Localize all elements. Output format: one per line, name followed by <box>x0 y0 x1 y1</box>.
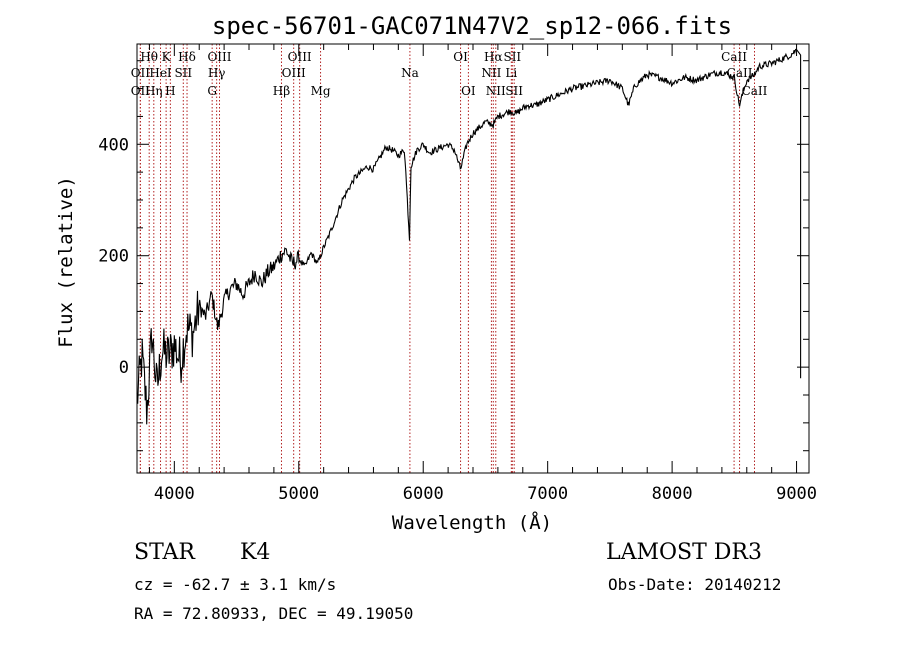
line-marker-label-12: Hβ <box>273 84 290 98</box>
line-markers <box>139 44 755 473</box>
y-axis-ticks: 0 200 400 <box>98 60 809 452</box>
line-marker-label-0: OII <box>131 66 151 80</box>
object-type: STAR <box>134 540 195 565</box>
spectrum-line <box>136 48 802 425</box>
line-marker-label-3: HeI <box>149 66 172 80</box>
x-tick-label-1: 5000 <box>278 484 319 504</box>
x-tick-label-4: 8000 <box>652 484 693 504</box>
x-tick-label-3: 7000 <box>527 484 568 504</box>
line-marker-label-2: OII <box>131 84 151 98</box>
line-marker-label-27: CaII <box>742 84 768 98</box>
line-marker-label-14: OIII <box>282 66 306 80</box>
line-marker-label-13: OIII <box>288 50 312 64</box>
line-marker-label-19: Hα <box>484 50 503 64</box>
x-tick-label-2: 6000 <box>403 484 444 504</box>
line-marker-label-11: G <box>207 84 217 98</box>
line-marker-label-6: H <box>165 84 175 98</box>
line-marker-label-10: Hγ <box>208 66 226 80</box>
line-marker-label-18: OI <box>461 84 476 98</box>
y-tick-label-0: 0 <box>119 358 129 378</box>
spectral-subclass: K4 <box>240 540 271 565</box>
x-axis-ticks: 4000 5000 6000 7000 8000 9000 <box>148 44 817 504</box>
redshift-cz: cz = -62.7 ± 3.1 km/s <box>134 575 337 594</box>
line-marker-label-20: SII <box>503 50 521 64</box>
line-marker-label-23: NII <box>486 84 506 98</box>
line-marker-label-24: SII <box>505 84 523 98</box>
line-marker-label-17: OI <box>453 50 468 64</box>
y-axis-label: Flux (relative) <box>55 176 77 348</box>
line-marker-label-22: Li <box>505 66 517 80</box>
line-marker-label-4: K <box>162 50 172 64</box>
line-marker-label-9: OIII <box>207 50 231 64</box>
x-axis-label: Wavelength (Å) <box>392 511 552 534</box>
coordinates: RA = 72.80933, DEC = 49.19050 <box>134 604 414 623</box>
x-tick-label-5: 9000 <box>776 484 817 504</box>
line-marker-label-25: CaII <box>721 50 747 64</box>
line-marker-label-16: Na <box>401 66 419 80</box>
survey-name: LAMOST DR3 <box>606 540 762 565</box>
chart-title: spec-56701-GAC071N47V2_sp12-066.fits <box>212 12 732 40</box>
line-marker-label-7: SII <box>174 66 192 80</box>
y-tick-label-2: 400 <box>98 135 129 155</box>
line-marker-label-15: Mg <box>311 84 331 98</box>
y-tick-label-1: 200 <box>98 247 129 267</box>
obs-date: Obs-Date: 20140212 <box>608 575 782 594</box>
line-marker-label-1: Hθ <box>140 50 158 64</box>
line-marker-label-21: NII <box>481 66 501 80</box>
line-marker-label-8: Hδ <box>178 50 196 64</box>
plot-frame <box>136 43 810 474</box>
line-marker-label-5: Hη <box>145 84 163 98</box>
x-tick-label-0: 4000 <box>154 484 195 504</box>
